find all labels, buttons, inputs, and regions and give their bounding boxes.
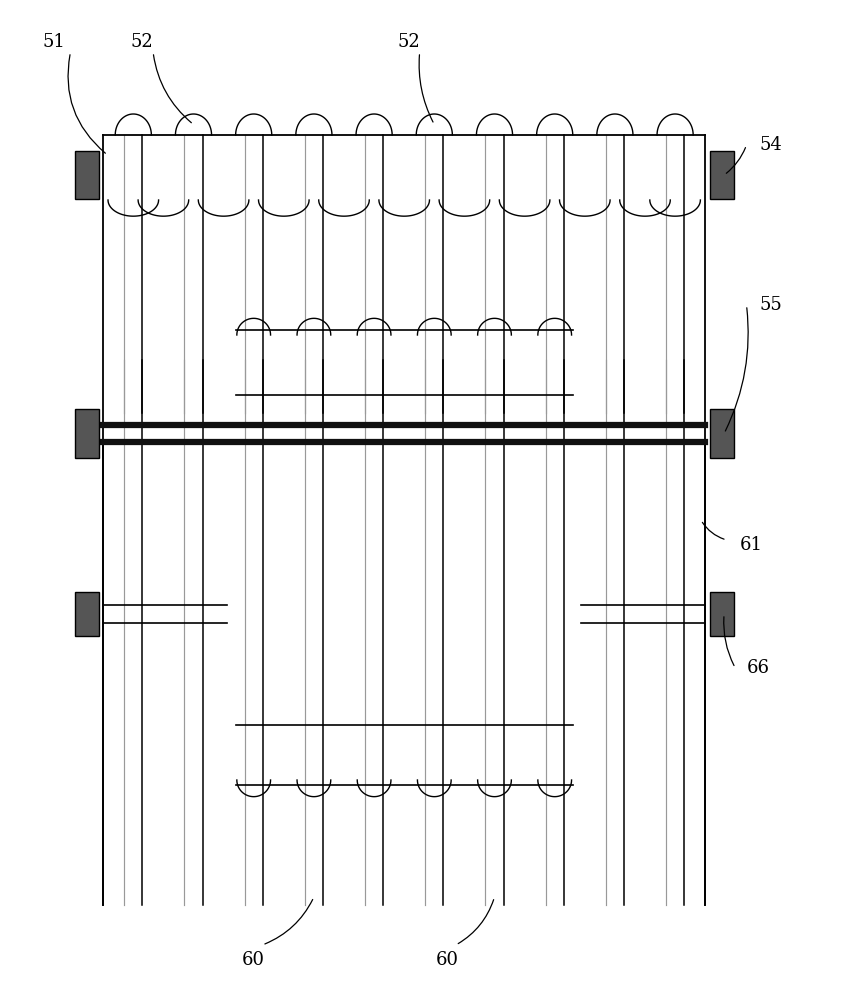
- Bar: [75, 410, 99, 458]
- Text: 61: 61: [740, 536, 762, 554]
- Text: 60: 60: [436, 951, 458, 969]
- Text: 60: 60: [243, 951, 265, 969]
- Bar: [710, 592, 734, 636]
- Bar: [710, 410, 734, 458]
- Text: 52: 52: [397, 33, 420, 51]
- Text: 54: 54: [759, 136, 782, 154]
- Bar: [75, 151, 99, 199]
- Text: 51: 51: [43, 33, 65, 51]
- Bar: [75, 592, 99, 636]
- Bar: [710, 151, 734, 199]
- Text: 66: 66: [747, 659, 770, 677]
- Text: 55: 55: [759, 296, 782, 314]
- Text: 52: 52: [131, 33, 153, 51]
